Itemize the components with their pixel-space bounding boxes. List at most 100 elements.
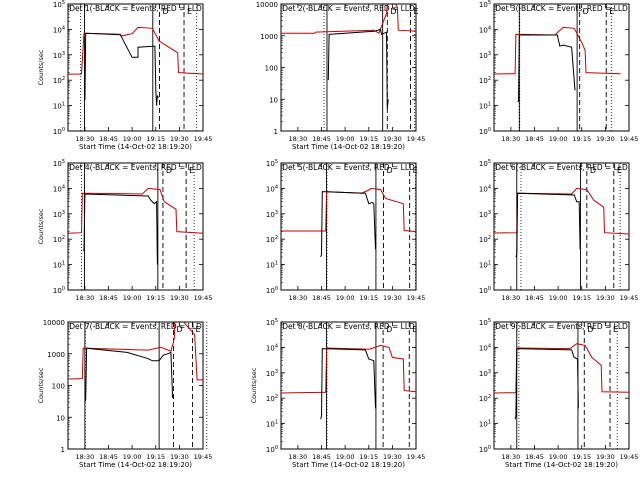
marker-label: D (386, 325, 392, 334)
detector-panel-7: Det 7(-BLACK = Events, RED = LLD11010010… (37, 319, 213, 469)
detector-panel-5: Det 5(-BLACK = Events, RED = LLD10010110… (266, 159, 425, 302)
y-tick-label: 104 (479, 184, 491, 193)
x-tick-label: 19:15 (146, 135, 165, 143)
y-tick-label: 102 (53, 235, 65, 244)
y-tick-label: 100 (479, 445, 491, 454)
y-tick-label: 10 (269, 96, 278, 104)
x-tick-label: 19:45 (407, 294, 426, 302)
x-tick-label: 19:45 (620, 453, 639, 461)
x-tick-label: 19:30 (383, 135, 402, 143)
y-tick-label: 105 (479, 159, 491, 168)
detector-panel-4: Det 4(-BLACK = Events, RED = LLD10010110… (37, 159, 212, 302)
x-axis-label: Start Time (14-Oct-02 18:19:20) (79, 143, 192, 151)
marker-label: E (187, 7, 192, 16)
x-tick-label: 18:30 (76, 294, 95, 302)
y-tick-label: 102 (479, 394, 491, 403)
x-axis-label: Start Time (14-Oct-02 18:19:20) (292, 143, 405, 151)
panel-title: Det 6(-BLACK = Events, RED = LLD (495, 163, 628, 172)
y-tick-label: 101 (53, 261, 65, 270)
x-tick-label: 19:30 (596, 135, 615, 143)
x-tick-label: 18:30 (502, 294, 521, 302)
marker-label: D (390, 7, 396, 16)
plot-frame (280, 3, 417, 132)
y-tick-label: 103 (479, 51, 491, 60)
y-tick-label: 100 (479, 286, 491, 295)
y-tick-label: 103 (53, 210, 65, 219)
events-series-line (320, 191, 376, 258)
y-tick-label: 1000 (260, 33, 278, 41)
x-axis-label: Start Time (14-Oct-02 18:19:20) (292, 461, 405, 469)
events-series-line (84, 347, 174, 403)
x-tick-label: 19:15 (359, 135, 378, 143)
y-tick-label: 102 (266, 235, 278, 244)
panel-title: Det 2(-BLACK = Events, RED = LLD (282, 4, 415, 13)
lld-series-line (68, 322, 203, 381)
events-series-line (327, 28, 389, 109)
x-tick-label: 19:00 (549, 294, 568, 302)
y-tick-label: 101 (266, 261, 278, 270)
panel-title: Det 8(-BLACK = Events, RED = LLD (282, 322, 415, 331)
marker-label: D (387, 166, 393, 175)
lld-series-line (281, 344, 416, 394)
x-tick-label: 19:30 (383, 294, 402, 302)
lld-series-line (494, 187, 629, 235)
y-tick-label: 102 (479, 235, 491, 244)
x-tick-label: 18:30 (76, 453, 95, 461)
x-tick-label: 19:00 (123, 135, 142, 143)
x-tick-label: 19:30 (596, 453, 615, 461)
y-tick-label: 100 (265, 65, 278, 73)
x-tick-label: 19:45 (194, 135, 213, 143)
x-tick-label: 18:30 (502, 135, 521, 143)
x-tick-label: 19:00 (549, 135, 568, 143)
marker-label: D (166, 166, 172, 175)
y-axis-label: Counts/sec (37, 49, 45, 85)
y-tick-label: 103 (53, 51, 65, 60)
events-series-line (517, 34, 576, 103)
plot-frame (67, 321, 204, 450)
x-axis-label: Start Time (14-Oct-02 18:19:20) (505, 461, 618, 469)
y-tick-label: 100 (479, 127, 491, 136)
plot-frame (280, 162, 417, 291)
x-tick-label: 19:15 (146, 453, 165, 461)
marker-label: E (413, 166, 418, 175)
y-tick-label: 104 (479, 343, 491, 352)
y-tick-label: 104 (479, 25, 491, 34)
events-series-line (514, 348, 579, 420)
y-tick-label: 103 (479, 210, 491, 219)
x-tick-label: 18:45 (525, 294, 544, 302)
marker-label: D (176, 325, 182, 334)
x-tick-label: 19:15 (572, 453, 591, 461)
y-tick-label: 1 (274, 128, 278, 136)
x-tick-label: 19:45 (194, 453, 213, 461)
events-series-line (83, 32, 159, 106)
y-axis-label: Counts/sec (250, 367, 258, 403)
marker-label: D (590, 166, 596, 175)
x-tick-label: 19:00 (123, 453, 142, 461)
y-tick-label: 104 (266, 343, 278, 352)
y-tick-label: 1 (61, 446, 65, 454)
x-tick-label: 18:45 (99, 453, 118, 461)
y-tick-label: 100 (266, 286, 278, 295)
y-tick-label: 103 (479, 369, 491, 378)
y-tick-label: 103 (266, 210, 278, 219)
x-tick-label: 19:45 (407, 453, 426, 461)
y-tick-label: 10 (56, 414, 65, 422)
detector-panel-1: Det 1(-BLACK = Events, RED = LLD10010110… (37, 0, 212, 151)
y-tick-label: 10000 (43, 319, 65, 327)
x-tick-label: 19:30 (596, 294, 615, 302)
x-tick-label: 18:45 (99, 294, 118, 302)
x-tick-label: 18:30 (76, 135, 95, 143)
y-tick-label: 104 (53, 184, 65, 193)
lld-series-line (494, 26, 621, 75)
plot-frame (67, 162, 204, 291)
panel-title: Det 1(-BLACK = Events, RED = LLD (69, 4, 202, 13)
y-axis-label: Counts/sec (37, 367, 45, 403)
x-tick-label: 19:45 (620, 294, 639, 302)
x-tick-label: 19:15 (572, 135, 591, 143)
panel-title: Det 7(-BLACK = Events, RED = LLD (69, 322, 202, 331)
y-tick-label: 105 (53, 0, 65, 9)
y-tick-label: 10000 (256, 1, 278, 9)
y-tick-label: 102 (479, 76, 491, 85)
x-tick-label: 18:30 (289, 453, 308, 461)
